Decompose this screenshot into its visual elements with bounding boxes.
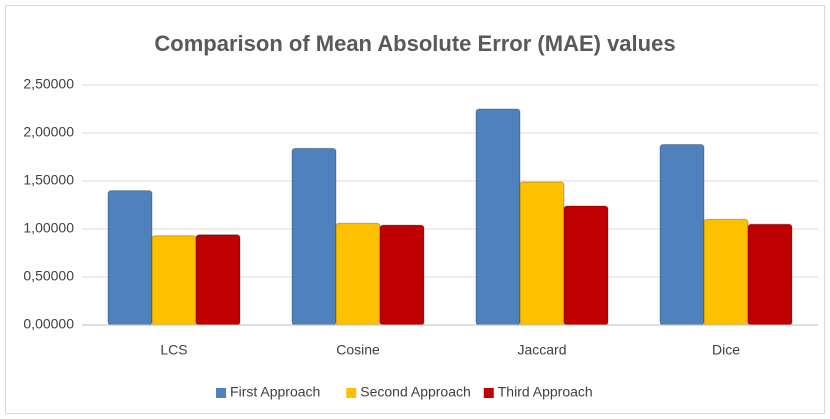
bar bbox=[563, 205, 609, 326]
legend-label: Second Approach bbox=[360, 384, 471, 400]
bar bbox=[195, 234, 241, 326]
bar bbox=[335, 222, 381, 326]
legend-swatch bbox=[346, 388, 357, 398]
bar bbox=[475, 108, 521, 326]
bar bbox=[659, 144, 705, 326]
legend-label: Third Approach bbox=[498, 384, 593, 400]
x-tick-label: Cosine bbox=[336, 342, 380, 358]
bar bbox=[379, 224, 425, 326]
chart-title: Comparison of Mean Absolute Error (MAE) … bbox=[154, 31, 675, 56]
bar bbox=[747, 223, 793, 326]
legend-label: First Approach bbox=[230, 384, 320, 400]
legend-swatch bbox=[216, 388, 227, 398]
x-tick-label: LCS bbox=[160, 342, 187, 358]
y-tick-label: 1,50000 bbox=[23, 172, 74, 188]
bar bbox=[151, 235, 197, 326]
bar bbox=[291, 147, 337, 326]
bar bbox=[107, 190, 153, 326]
y-tick-label: 0,00000 bbox=[23, 316, 74, 332]
bar bbox=[703, 218, 749, 326]
bar bbox=[519, 181, 565, 326]
legend-swatch bbox=[483, 388, 494, 398]
y-tick-label: 2,00000 bbox=[23, 124, 74, 140]
y-tick-label: 1,00000 bbox=[23, 220, 74, 236]
x-tick-label: Jaccard bbox=[517, 342, 566, 358]
x-tick-label: Dice bbox=[712, 342, 740, 358]
y-tick-label: 0,50000 bbox=[23, 268, 74, 284]
y-tick-label: 2,50000 bbox=[23, 76, 74, 92]
